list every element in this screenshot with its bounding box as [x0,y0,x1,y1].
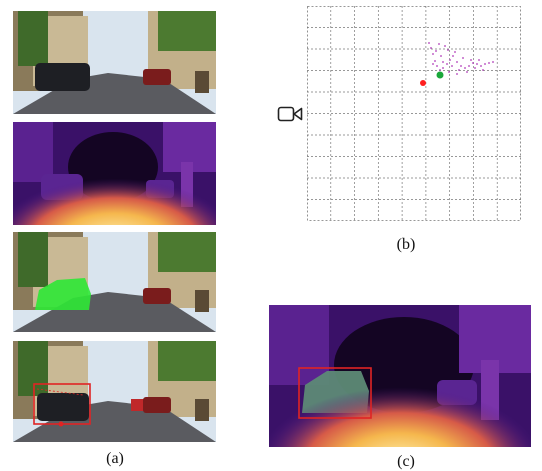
scatter-point [448,71,450,73]
scatter-point [454,51,456,53]
scatter-point [430,47,432,49]
scatter-point [452,55,454,57]
scatter-point [458,69,460,71]
scatter-point [456,73,458,75]
scatter-point [480,65,482,67]
detection-panel [13,341,216,442]
top-down-grid-panel [307,6,521,221]
caption-c: (c) [397,453,415,470]
scatter-point [442,67,444,69]
segmentation-panel [13,232,216,332]
enlarged-depth-panel [269,305,531,447]
caption-a: (a) [106,450,124,467]
scatter-point [466,71,468,73]
scatter-point [451,65,453,67]
scatter-point [442,61,444,63]
scatter-point [462,57,464,59]
scatter-point [435,50,437,52]
scatter-point [476,63,478,65]
depth-map-panel [13,122,216,225]
scatter-point [436,65,438,67]
street-photo-panel [13,11,216,114]
scatter-point [484,63,486,65]
scatter-point [460,65,462,67]
scatter-point [492,61,494,63]
scatter-point [444,45,446,47]
scatter-point [474,67,476,69]
scatter-point [464,67,466,69]
video-camera-icon [277,104,303,124]
green-marker [436,71,444,79]
scatter-point [482,69,484,71]
scatter-point [434,60,436,62]
scatter-point [468,65,470,67]
scatter-point [439,69,441,71]
caption-b: (b) [396,236,416,253]
scatter-point [472,62,474,64]
scatter-point [488,62,490,64]
scatter-point [438,43,440,45]
scatter-point [470,59,472,61]
scatter-point [449,59,451,61]
scatter-point [478,59,480,61]
red-marker [420,80,426,86]
scatter-point [428,42,430,44]
scatter-point [432,53,434,55]
scatter-point [447,49,449,51]
scatter-point [446,63,448,65]
scatter-point [432,63,434,65]
scatter-point [456,61,458,63]
scatter-point [440,55,442,57]
